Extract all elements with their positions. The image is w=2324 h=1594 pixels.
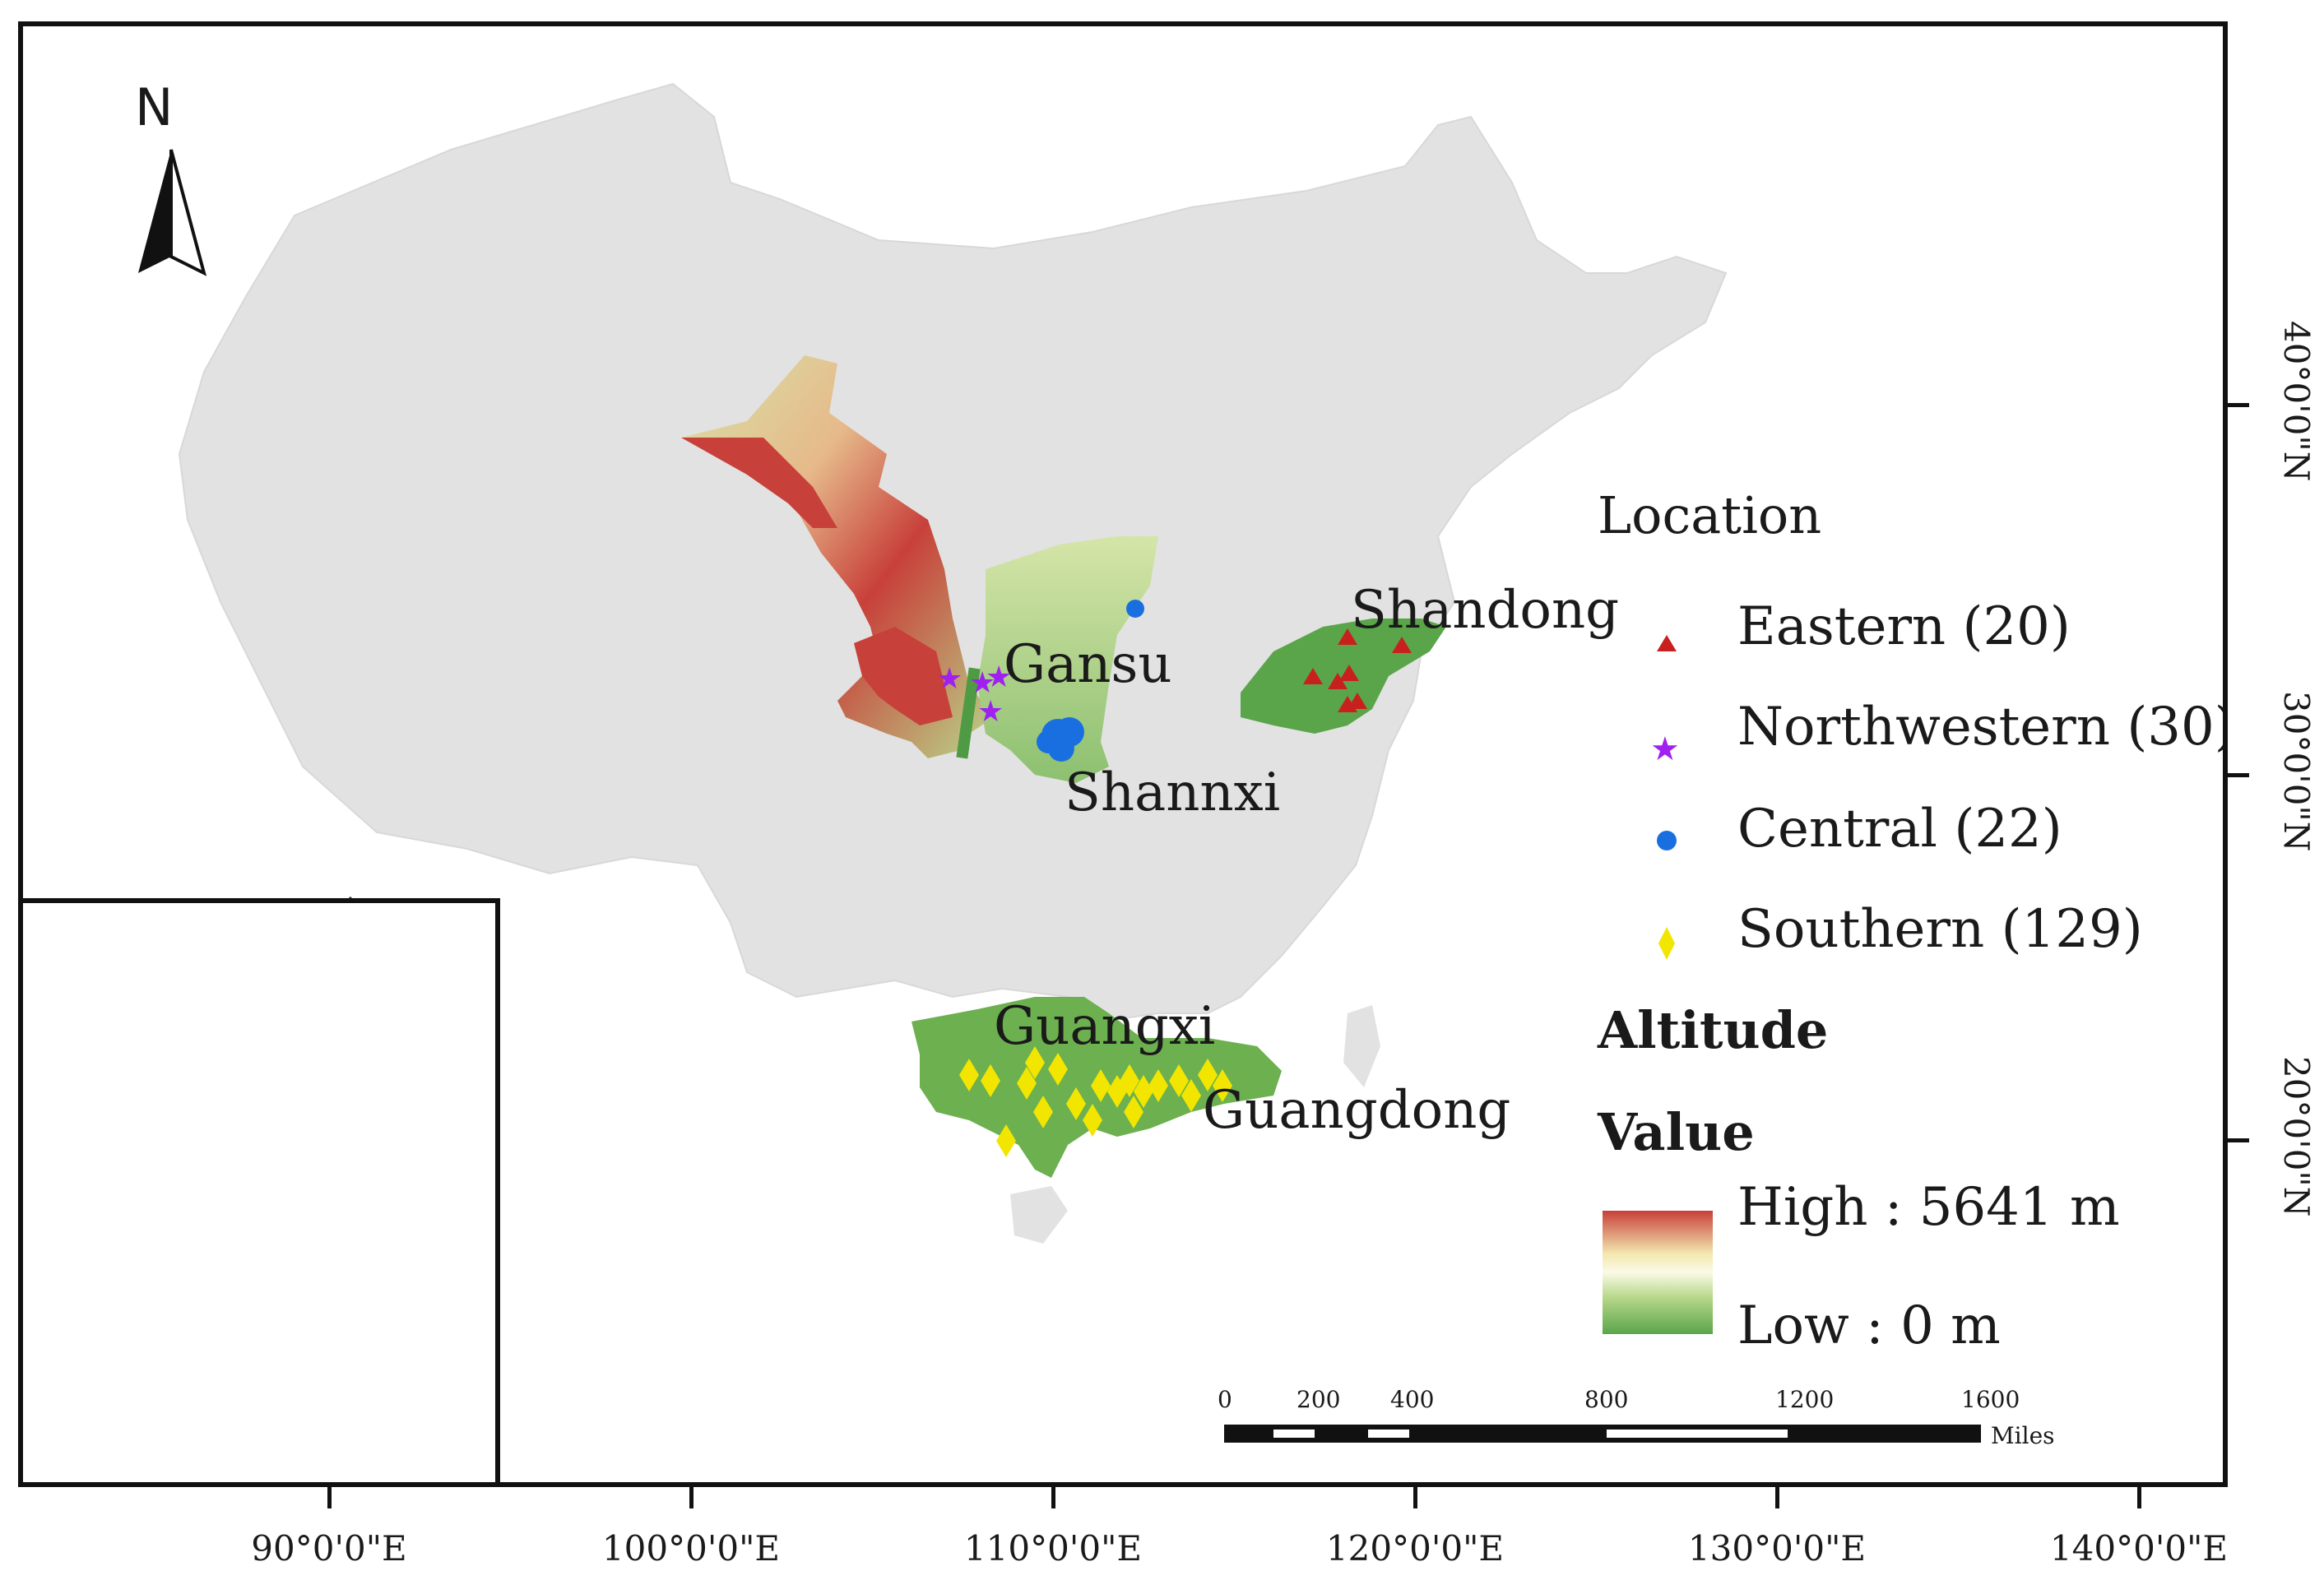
legend-triangle-icon [1657,635,1677,651]
inset-map-frame [23,898,500,1482]
gansu-south [854,627,953,725]
lon-label-110: 110°0'0"E [963,1528,1143,1569]
north-arrow-icon [138,149,207,276]
tick-lon-110 [1051,1487,1055,1508]
hainan-island [1010,1186,1068,1244]
map-frame: ★ ★ ★ ★ [18,21,2228,1487]
scale-label-1600: 1600 [1961,1386,2020,1413]
legend-diamond-icon [1658,927,1675,960]
svg-text:★: ★ [936,662,963,696]
lat-label-30: 30°0'0"N [2276,691,2317,852]
scale-unit: Miles [1991,1422,2055,1449]
legend-value-title: Value [1598,1102,1755,1162]
scale-label-200: 200 [1297,1386,1341,1413]
tick-lon-100 [689,1487,693,1508]
lon-label-90: 90°0'0"E [251,1528,407,1569]
svg-text:★: ★ [977,695,1004,729]
legend-circle-icon [1657,831,1677,850]
label-shannxi: Shannxi [1065,762,1281,823]
shaanxi-strip [956,667,981,759]
north-label: N [135,77,174,137]
label-guangdong: Guangdong [1203,1080,1511,1141]
lon-label-120: 120°0'0"E [1325,1528,1505,1569]
altitude-ramp [1603,1211,1713,1334]
legend-title: Location [1598,485,1822,545]
tick-lon-130 [1775,1487,1779,1508]
label-gansu: Gansu [1004,634,1172,695]
legend-item-eastern: Eastern (20) [1737,596,2071,657]
lat-label-40: 40°0'0"N [2276,321,2317,482]
lat-label-20: 20°0'0"N [2276,1056,2317,1217]
legend-item-central: Central (22) [1737,799,2062,860]
label-shandong: Shandong [1351,580,1620,641]
scale-bar [1224,1425,1981,1443]
northwestern-markers: ★ ★ ★ ★ [936,660,1012,729]
lon-label-140: 140°0'0"E [2049,1528,2229,1569]
shaanxi-terrain [977,536,1158,783]
legend-item-southern: Southern (129) [1737,899,2143,960]
lon-label-100: 100°0'0"E [601,1528,781,1569]
central-markers [1037,600,1144,762]
scale-label-0: 0 [1218,1386,1232,1413]
svg-text:★: ★ [969,666,995,700]
tick-lat-30 [2228,773,2249,777]
legend-item-northwestern: Northwestern (30) [1737,697,2228,758]
legend-altitude-title: Altitude [1598,1000,1829,1060]
tick-lat-20 [2228,1138,2249,1142]
tick-lon-140 [2137,1487,2141,1508]
china-landmass [178,82,1728,1023]
tick-lon-90 [327,1487,332,1508]
lon-label-130: 130°0'0"E [1687,1528,1867,1569]
tick-lon-120 [1413,1487,1417,1508]
tick-lat-40 [2228,403,2249,407]
scale-label-800: 800 [1584,1386,1629,1413]
legend-low-label: Low : 0 m [1737,1295,2001,1356]
southern-markers [959,1046,1232,1157]
legend-high-label: High : 5641 m [1737,1177,2120,1238]
map-canvas: ★ ★ ★ ★ [23,82,1981,1478]
label-guangxi: Guangxi [994,996,1216,1057]
taiwan-island [1343,1005,1380,1087]
scale-label-400: 400 [1390,1386,1435,1413]
svg-text:★: ★ [986,660,1012,694]
legend-star-icon: ★ [1650,730,1680,768]
gansu-highland [681,438,837,528]
scale-label-1200: 1200 [1775,1386,1835,1413]
eastern-markers [1303,628,1412,712]
